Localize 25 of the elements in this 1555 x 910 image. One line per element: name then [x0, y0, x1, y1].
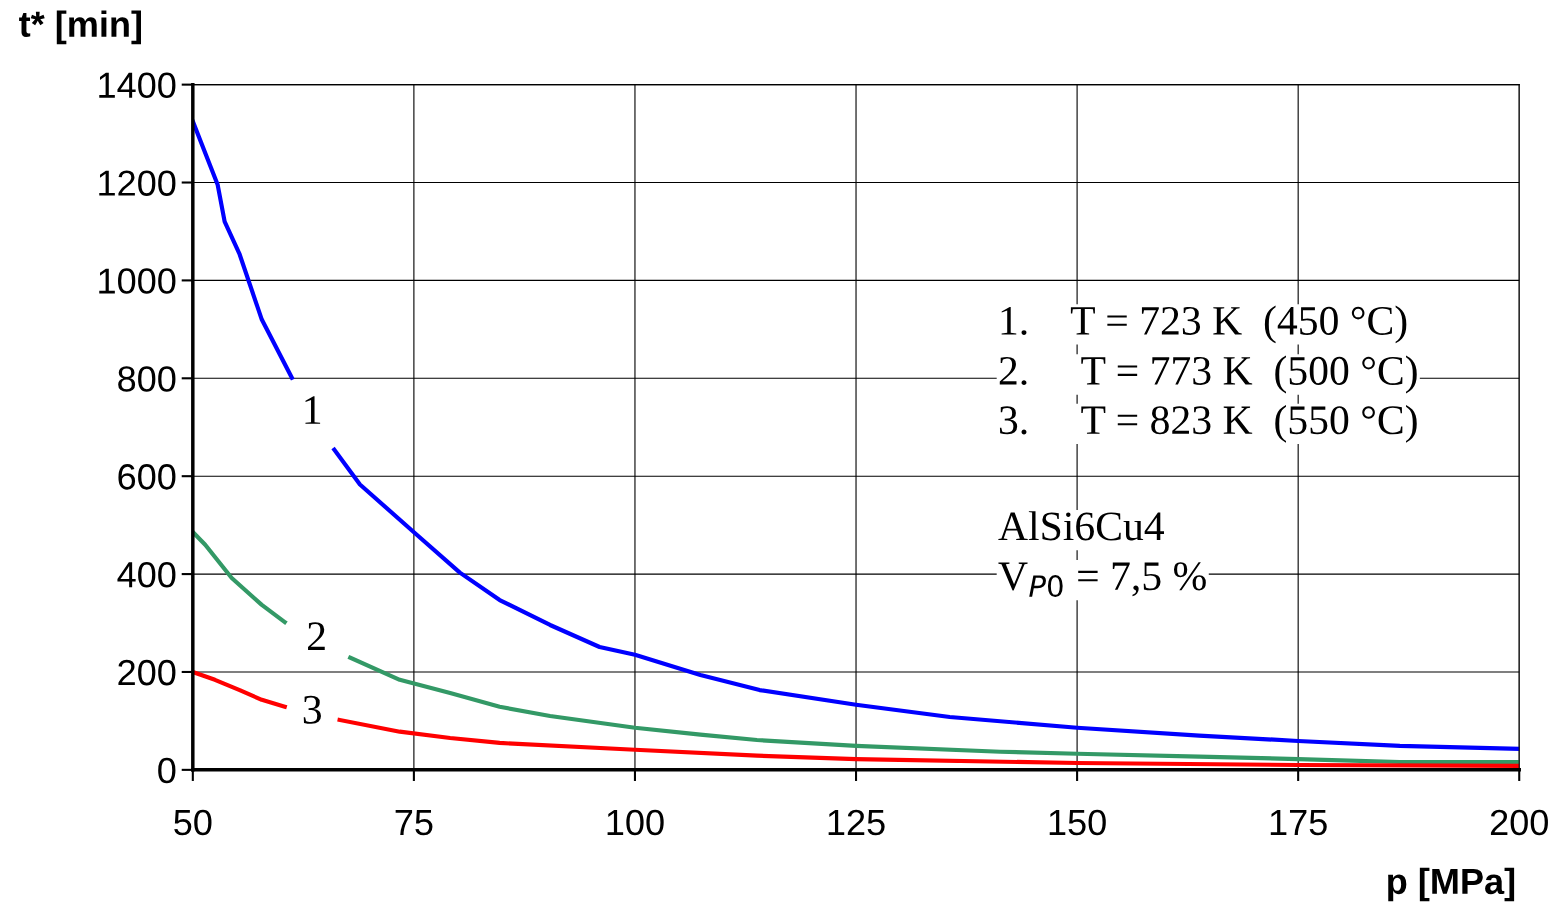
x-tick-label: 150 — [1049, 809, 1106, 836]
y-tick-label: 400 — [117, 561, 176, 588]
series-label: 2 — [308, 622, 325, 650]
y-tick-label: 1400 — [99, 72, 176, 99]
x-tick-label: 75 — [395, 810, 433, 836]
series-label: 3 — [303, 695, 321, 724]
x-tick-label: 200 — [1490, 809, 1548, 836]
annotation: V$_{P0}$ = 7,5 % — [998, 562, 1206, 598]
x-tick-label: 50 — [174, 809, 212, 836]
x-tick-label: 100 — [607, 809, 664, 836]
y-tick-label: 600 — [118, 464, 176, 490]
y-tick-label: 1000 — [99, 268, 176, 294]
x-tick-label: 175 — [1270, 810, 1327, 836]
y-axis-title: t* [min] — [19, 10, 141, 45]
x-axis-title: p [MPa] — [1388, 867, 1515, 902]
annotation: 3. T = 823 K (550 °C) — [999, 404, 1417, 443]
series-label: 1 — [305, 396, 321, 424]
y-tick-label: 1200 — [99, 170, 176, 196]
annotation: 1. T = 723 K (450 °C) — [1001, 305, 1407, 344]
annotation: 2. T = 773 K (500 °C) — [999, 355, 1417, 394]
annotation: AlSi6Cu4 — [998, 511, 1165, 541]
y-tick-label: 200 — [118, 659, 176, 686]
x-tick-label: 125 — [828, 809, 885, 836]
y-tick-label: 0 — [158, 757, 176, 784]
y-tick-label: 800 — [118, 366, 176, 392]
